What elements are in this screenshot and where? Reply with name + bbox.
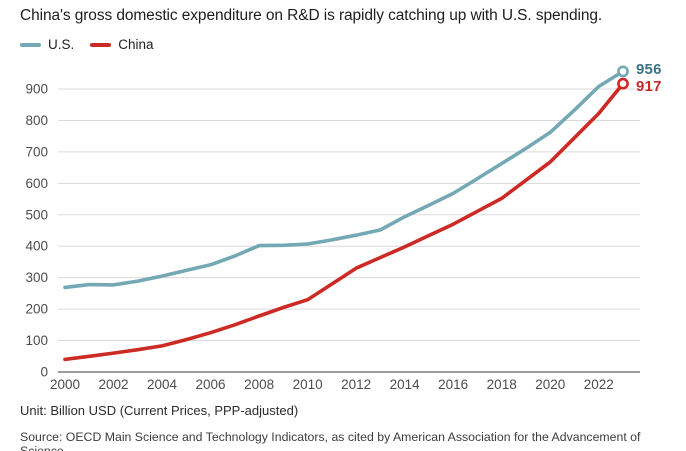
y-tick-label-400: 400 [25, 239, 48, 254]
us-end-marker [617, 65, 629, 78]
y-tick-label-700: 700 [25, 144, 48, 159]
x-tick-label-2014: 2014 [390, 377, 421, 392]
unit-note: Unit: Billion USD (Current Prices, PPP-a… [20, 403, 299, 418]
y-tick-label-900: 900 [25, 82, 48, 97]
y-tick-label-200: 200 [25, 302, 48, 317]
us-line-swatch-icon [20, 42, 41, 47]
y-tick-label-600: 600 [25, 176, 48, 191]
legend-label-us: U.S. [48, 37, 75, 52]
legend-item-china: China [90, 37, 154, 52]
x-tick-label-2016: 2016 [438, 377, 468, 392]
x-tick-label-2008: 2008 [244, 377, 274, 392]
legend-label-china: China [118, 37, 154, 52]
us-end-value-label: 956 [636, 61, 662, 79]
y-tick-label-100: 100 [25, 333, 48, 348]
legend-item-us: U.S. [20, 37, 74, 52]
x-tick-label-2002: 2002 [98, 377, 128, 392]
us-line-series [63, 69, 625, 290]
y-tick-label-500: 500 [25, 207, 48, 222]
x-tick-label-2020: 2020 [535, 377, 565, 392]
x-tick-label-2018: 2018 [487, 377, 517, 392]
x-tick-label-2022: 2022 [584, 377, 614, 392]
china-line-series [63, 81, 625, 362]
x-tick-label-2006: 2006 [196, 377, 226, 392]
y-tick-label-800: 800 [25, 113, 48, 128]
legend: U.S. China [20, 37, 154, 52]
china-line-swatch-icon [90, 42, 112, 47]
chart-title: China's gross domestic expenditure on R&… [20, 7, 603, 24]
x-tick-label-2010: 2010 [293, 377, 323, 392]
x-tick-label-2012: 2012 [341, 377, 371, 392]
x-tick-label-2000: 2000 [50, 377, 80, 392]
x-tick-label-2004: 2004 [147, 377, 178, 392]
china-end-marker [617, 77, 629, 90]
china-end-value-label: 917 [636, 77, 662, 95]
y-tick-label-300: 300 [25, 270, 48, 285]
y-tick-label-0: 0 [40, 365, 48, 380]
source-note: Source: OECD Main Science and Technology… [20, 430, 641, 451]
